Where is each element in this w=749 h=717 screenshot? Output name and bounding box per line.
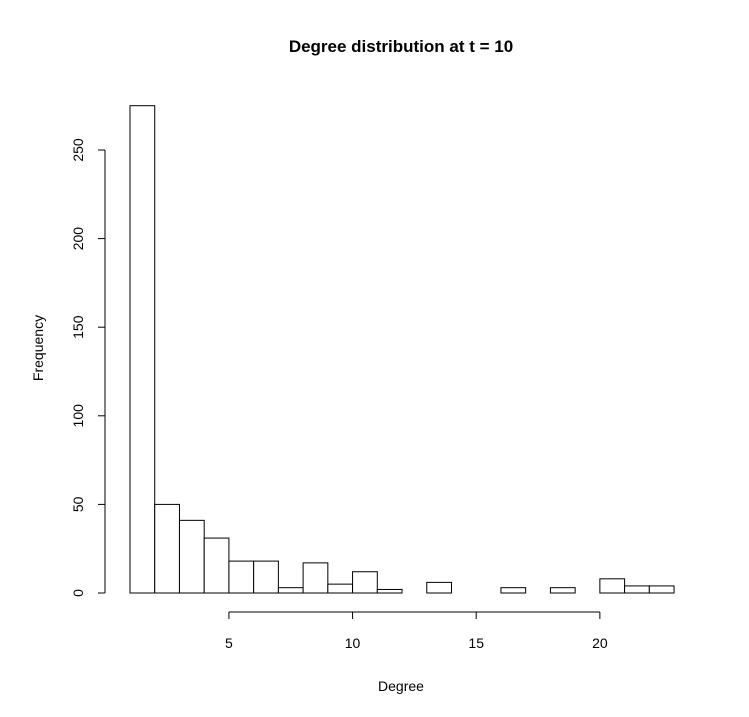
histogram-bar bbox=[178, 519, 205, 594]
histogram-bar bbox=[549, 587, 576, 594]
x-axis-label: Degree bbox=[378, 678, 424, 694]
histogram-bar bbox=[426, 581, 452, 594]
histogram-bar bbox=[376, 588, 403, 594]
histogram-bar bbox=[228, 560, 255, 594]
x-tick-label: 10 bbox=[345, 635, 361, 651]
histogram-bar bbox=[648, 585, 675, 594]
histogram-bar bbox=[253, 560, 279, 594]
y-tick-label: 200 bbox=[70, 227, 86, 251]
y-tick-label: 0 bbox=[70, 589, 86, 597]
x-tick-label: 20 bbox=[592, 635, 608, 651]
x-axis: 5 10 15 20 bbox=[225, 611, 608, 651]
histogram-bar bbox=[352, 571, 378, 594]
histogram-bar bbox=[129, 105, 156, 594]
histogram-bar bbox=[624, 585, 650, 594]
histogram-bar bbox=[500, 587, 527, 594]
chart-title: Degree distribution at t = 10 bbox=[289, 37, 513, 56]
y-tick-label: 250 bbox=[70, 138, 86, 162]
y-tick-label: 100 bbox=[70, 404, 86, 428]
y-tick-label: 50 bbox=[70, 496, 86, 512]
y-axis-label: Frequency bbox=[30, 315, 46, 381]
y-tick-label: 150 bbox=[70, 315, 86, 339]
histogram-bar bbox=[203, 537, 230, 594]
bars-group bbox=[129, 105, 675, 594]
x-tick-label: 15 bbox=[468, 635, 484, 651]
y-axis: 0 50 100 150 200 250 bbox=[70, 138, 106, 597]
histogram-bar bbox=[599, 578, 626, 594]
histogram-bar bbox=[154, 503, 180, 594]
histogram-bar bbox=[302, 562, 329, 594]
histogram-bar bbox=[277, 587, 304, 594]
x-tick-label: 5 bbox=[225, 635, 233, 651]
histogram-bar bbox=[327, 583, 354, 594]
